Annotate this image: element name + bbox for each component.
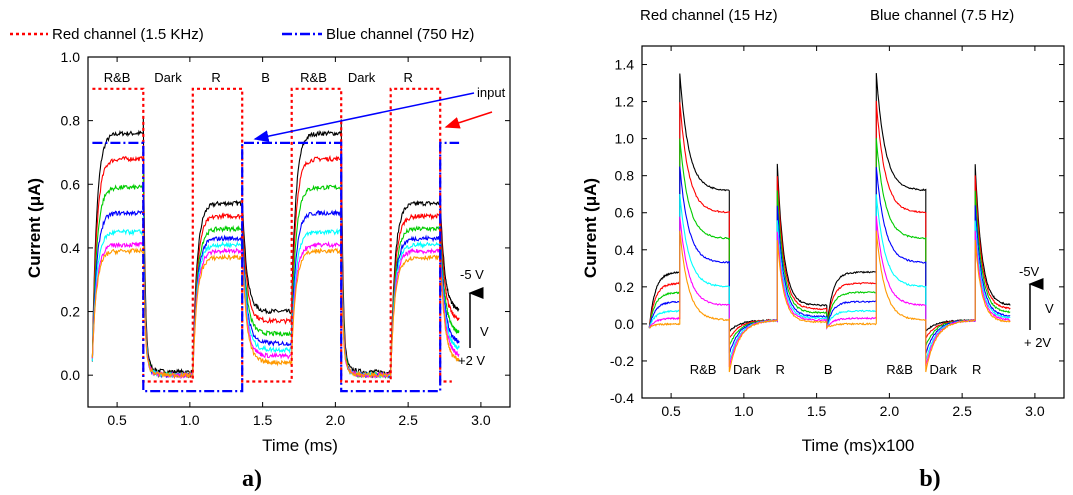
- x-tick-label-a: 2.0: [326, 412, 346, 428]
- y-tick-label-a: 0.6: [61, 176, 81, 192]
- x-tick-label-b: 2.5: [952, 403, 972, 419]
- top-label-blue-b: Blue channel (7.5 Hz): [870, 7, 1014, 24]
- plot-frame-a: [87, 56, 511, 408]
- input-arrow-red: [444, 111, 493, 129]
- y-tick-label-b: -0.2: [610, 353, 634, 369]
- period-label-a: B: [261, 70, 270, 85]
- bias-mid-a: V: [480, 324, 489, 339]
- period-label-b: R&B: [690, 362, 717, 377]
- series-line-b: [648, 100, 1011, 341]
- y-axis-label-a: Current (μA): [25, 178, 44, 278]
- x-tick-label-b: 0.5: [661, 403, 681, 419]
- legend-a: Red channel (1.5 KHz) Blue channel (750 …: [10, 26, 474, 43]
- series-line-b: [648, 73, 1011, 334]
- period-label-b: Dark: [929, 362, 957, 377]
- period-label-b: R&B: [886, 362, 913, 377]
- bias-top-a: -5 V: [460, 267, 484, 282]
- panel-a: Red channel (1.5 KHz) Blue channel (750 …: [10, 26, 511, 492]
- x-axis-label-b: Time (ms)x100: [802, 436, 915, 455]
- x-tick-label-b: 1.0: [734, 403, 754, 419]
- period-label-b: B: [824, 362, 833, 377]
- x-axis-label-a: Time (ms): [262, 436, 338, 455]
- bias-bottom-a: +2 V: [458, 353, 485, 368]
- bias-bottom-b: + 2V: [1024, 335, 1051, 350]
- y-tick-label-b: 1.4: [615, 57, 635, 73]
- plot-frame-b: [641, 45, 1065, 399]
- series-line-b: [649, 230, 1011, 373]
- period-label-a: Dark: [348, 70, 376, 85]
- top-label-red-b: Red channel (15 Hz): [640, 7, 778, 24]
- x-tick-label-a: 2.5: [398, 412, 418, 428]
- panel-label-b: b): [919, 466, 940, 492]
- y-tick-label-b: 0.6: [615, 205, 635, 221]
- period-label-b: Dark: [733, 362, 761, 377]
- plot-area-b: 0.5 1.0 1.5 2.0 2.5 3.0 -0.4 -0.2 0.0 0.2 0.4 0.6 0.…: [610, 45, 1065, 419]
- y-tick-label-a: 0.8: [61, 113, 81, 129]
- plot-area-a: 0.5 1.0 1.5 2.0 2.5 3.0 0.0 0.2 0.4 0.6 0.8 1.0 R&B D…: [61, 49, 511, 428]
- series-line-b: [649, 216, 1011, 368]
- period-label-a: R&B: [104, 70, 131, 85]
- y-tick-label-b: 1.0: [615, 131, 635, 147]
- x-tick-label-b: 1.5: [807, 403, 827, 419]
- y-tick-label-a: 1.0: [61, 49, 81, 65]
- period-label-a: R: [403, 70, 412, 85]
- input-signal-red: [92, 87, 452, 383]
- y-tick-label-b: 0.8: [615, 168, 635, 184]
- y-tick-label-b: -0.4: [610, 390, 634, 406]
- y-tick-label-b: 0.0: [615, 316, 635, 332]
- period-label-b: R: [972, 362, 981, 377]
- period-label-a: R&B: [300, 70, 327, 85]
- input-arrow-blue: [253, 92, 475, 143]
- period-label-a: Dark: [154, 70, 182, 85]
- y-axis-label-b: Current (μA): [581, 178, 600, 278]
- panel-b: Red channel (15 Hz) Blue channel (7.5 Hz…: [581, 7, 1065, 492]
- bias-top-b: -5V: [1019, 264, 1040, 279]
- legend-red-label: Red channel (1.5 KHz): [52, 26, 204, 43]
- legend-blue-label: Blue channel (750 Hz): [326, 26, 474, 43]
- y-tick-label-b: 0.4: [615, 242, 635, 258]
- series-line-b: [648, 138, 1011, 347]
- series-line-b: [648, 193, 1011, 362]
- bias-mid-b: V: [1045, 301, 1054, 316]
- x-tick-label-b: 3.0: [1025, 403, 1045, 419]
- y-tick-label-b: 0.2: [615, 279, 635, 295]
- x-tick-label-a: 3.0: [471, 412, 491, 428]
- x-tick-label-a: 0.5: [107, 412, 127, 428]
- panel-label-a: a): [242, 466, 262, 492]
- x-tick-label-a: 1.0: [180, 412, 200, 428]
- y-tick-label-b: 1.2: [615, 94, 635, 110]
- input-signal-blue: [92, 141, 460, 393]
- y-tick-label-a: 0.2: [61, 304, 81, 320]
- input-label: input: [477, 85, 506, 100]
- period-label-b: R: [776, 362, 785, 377]
- period-label-a: R: [211, 70, 220, 85]
- x-tick-label-a: 1.5: [253, 412, 273, 428]
- y-tick-label-a: 0.0: [61, 367, 81, 383]
- x-tick-label-b: 2.0: [880, 403, 900, 419]
- y-tick-label-a: 0.4: [61, 240, 81, 256]
